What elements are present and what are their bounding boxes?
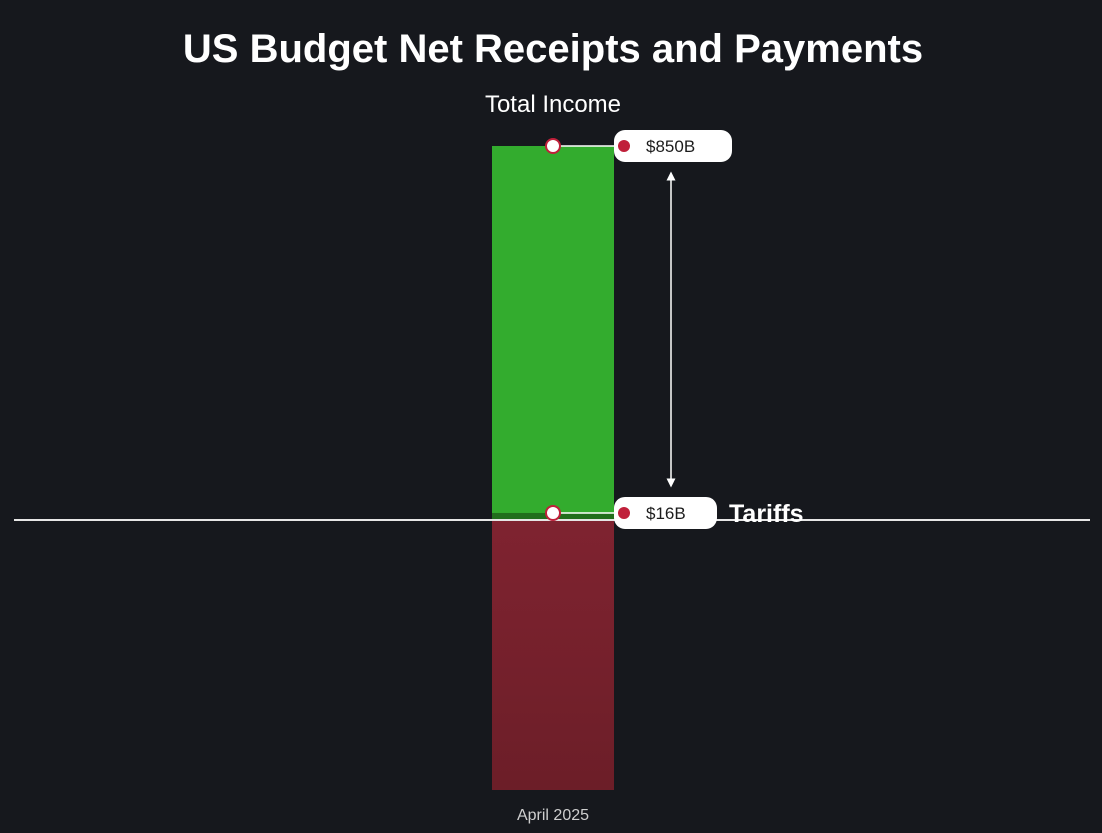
callout-dot-total-income	[618, 140, 630, 152]
callout-tariffs	[614, 496, 717, 529]
data-label-total-income: $850B	[646, 137, 695, 156]
callout-dot-tariffs	[618, 506, 630, 519]
bar-payments	[492, 520, 614, 790]
marker-total-income	[545, 138, 561, 154]
series-title-total-income: Total Income	[485, 91, 621, 118]
annotation-tariffs: Tariffs	[729, 500, 804, 528]
x-tick-label: April 2025	[517, 807, 589, 824]
data-label-tariffs: $16B	[646, 504, 686, 523]
bar-total-income	[492, 146, 614, 520]
callout-total-income	[614, 130, 732, 162]
chart-title: US Budget Net Receipts and Payments	[183, 27, 923, 71]
marker-tariffs	[545, 504, 561, 521]
